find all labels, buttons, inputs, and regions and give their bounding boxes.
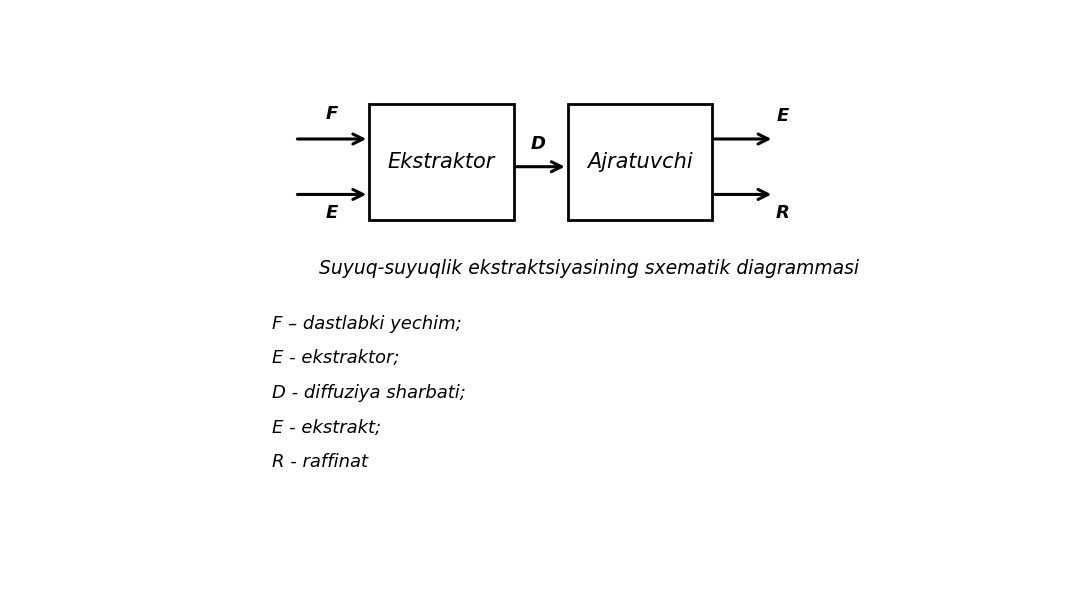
Text: E - ekstrakt;: E - ekstrakt;: [272, 419, 381, 437]
Text: R: R: [776, 204, 790, 222]
Text: D: D: [531, 134, 546, 152]
Text: F – dastlabki yechim;: F – dastlabki yechim;: [272, 315, 462, 333]
Text: Ajratuvchi: Ajratuvchi: [587, 152, 692, 172]
Text: Ekstraktor: Ekstraktor: [387, 152, 495, 172]
Text: E: E: [777, 107, 789, 125]
Bar: [369, 104, 514, 220]
Text: F: F: [325, 104, 338, 122]
Bar: [568, 104, 713, 220]
Text: Suyuq-suyuqlik ekstraktsiyasining sxematik diagrammasi: Suyuq-suyuqlik ekstraktsiyasining sxemat…: [319, 259, 860, 278]
Text: E - ekstraktor;: E - ekstraktor;: [272, 349, 400, 367]
Text: R - raffinat: R - raffinat: [272, 454, 368, 472]
Text: E: E: [325, 204, 338, 222]
Text: D - diffuziya sharbati;: D - diffuziya sharbati;: [272, 384, 466, 402]
